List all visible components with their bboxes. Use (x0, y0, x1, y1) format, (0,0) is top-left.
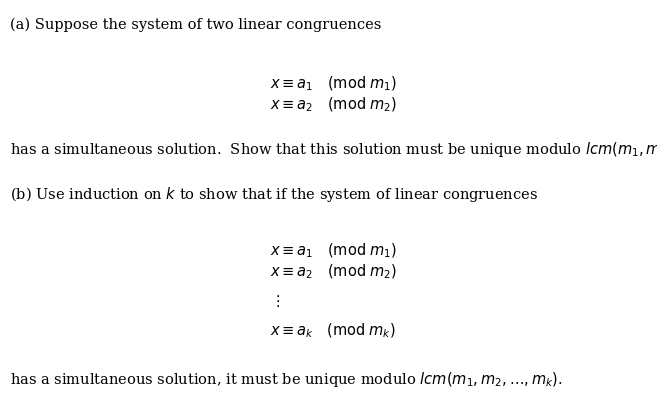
Text: $x \equiv a_2 \quad (\mathrm{mod}\; m_2)$: $x \equiv a_2 \quad (\mathrm{mod}\; m_2)… (270, 263, 397, 282)
Text: $x \equiv a_1 \quad (\mathrm{mod}\; m_1)$: $x \equiv a_1 \quad (\mathrm{mod}\; m_1)… (270, 75, 397, 93)
Text: $x \equiv a_k \quad (\mathrm{mod}\; m_k)$: $x \equiv a_k \quad (\mathrm{mod}\; m_k)… (270, 322, 396, 340)
Text: has a simultaneous solution, it must be unique modulo $\mathit{lcm}(m_1, m_2, \l: has a simultaneous solution, it must be … (10, 370, 563, 389)
Text: (b) Use induction on $k$ to show that if the system of linear congruences: (b) Use induction on $k$ to show that if… (10, 185, 538, 204)
Text: $x \equiv a_1 \quad (\mathrm{mod}\; m_1)$: $x \equiv a_1 \quad (\mathrm{mod}\; m_1)… (270, 242, 397, 260)
Text: has a simultaneous solution.  Show that this solution must be unique modulo $\ma: has a simultaneous solution. Show that t… (10, 140, 657, 159)
Text: $\vdots$: $\vdots$ (270, 293, 280, 309)
Text: $x \equiv a_2 \quad (\mathrm{mod}\; m_2)$: $x \equiv a_2 \quad (\mathrm{mod}\; m_2)… (270, 96, 397, 114)
Text: (a) Suppose the system of two linear congruences: (a) Suppose the system of two linear con… (10, 18, 381, 32)
